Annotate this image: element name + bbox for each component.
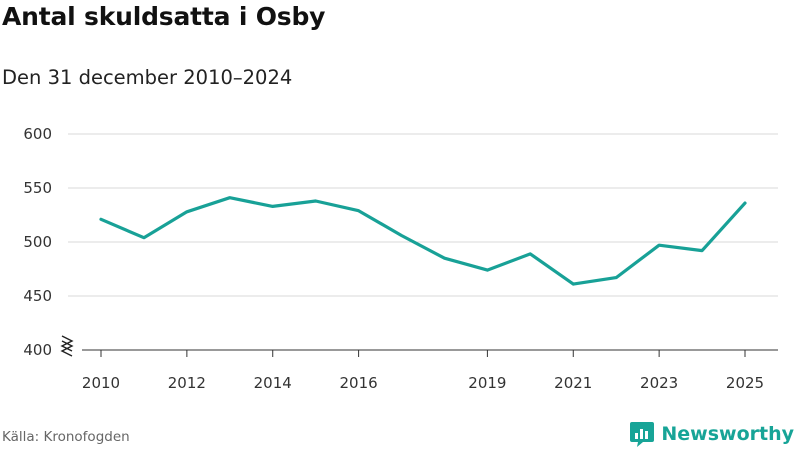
data-point-2014 (271, 204, 275, 208)
gridlines (68, 133, 778, 297)
y-tick-label-600: 600 (23, 125, 52, 143)
chart-title: Antal skuldsatta i Osby (2, 2, 326, 31)
data-point-2012 (185, 210, 189, 214)
y-tick-label-450: 450 (23, 287, 52, 305)
x-tick-label-2014: 2014 (254, 374, 292, 392)
x-tick-label-2016: 2016 (340, 374, 378, 392)
data-point-2025 (743, 201, 747, 205)
x-tick-label-2025: 2025 (726, 374, 764, 392)
x-tick-label-2010: 2010 (82, 374, 120, 392)
y-tick-label-400: 400 (23, 341, 52, 359)
data-point-2015 (314, 199, 318, 203)
data-point-2019 (485, 268, 489, 272)
chart-subtitle: Den 31 december 2010–2024 (2, 66, 293, 89)
series (99, 196, 747, 286)
data-point-2017 (400, 234, 404, 238)
data-point-2016 (357, 209, 361, 213)
x-axis-labels: 2010 2012 2014 2016 2019 2021 2023 2025 (82, 374, 764, 392)
x-tick-label-2019: 2019 (468, 374, 506, 392)
y-tick-label-550: 550 (23, 179, 52, 197)
data-point-2018 (442, 256, 446, 260)
x-tick-label-2021: 2021 (554, 374, 592, 392)
x-tick-label-2023: 2023 (640, 374, 678, 392)
x-tick-label-2012: 2012 (168, 374, 206, 392)
axis-break-icon (60, 340, 74, 357)
data-point-2011 (142, 236, 146, 240)
data-point-2022 (614, 276, 618, 280)
series-line-0 (99, 196, 747, 286)
brand-name: Newsworthy (661, 423, 794, 445)
data-point-2024 (700, 249, 704, 253)
brand-logo: Newsworthy (629, 420, 794, 448)
data-point-2020 (528, 252, 532, 256)
data-point-2021 (571, 282, 575, 286)
data-point-2013 (228, 196, 232, 200)
line-chart: 400 450 500 550 600 2010 2012 2014 2016 2019 2021… (23, 125, 778, 392)
data-point-2010 (99, 217, 103, 221)
y-axis-labels: 400 450 500 550 600 (23, 125, 52, 359)
y-tick-label-500: 500 (23, 233, 52, 251)
source-note: Källa: Kronofogden (2, 429, 130, 445)
data-point-2023 (657, 243, 661, 247)
newsworthy-logo-icon (630, 422, 655, 447)
x-axis (60, 335, 778, 357)
